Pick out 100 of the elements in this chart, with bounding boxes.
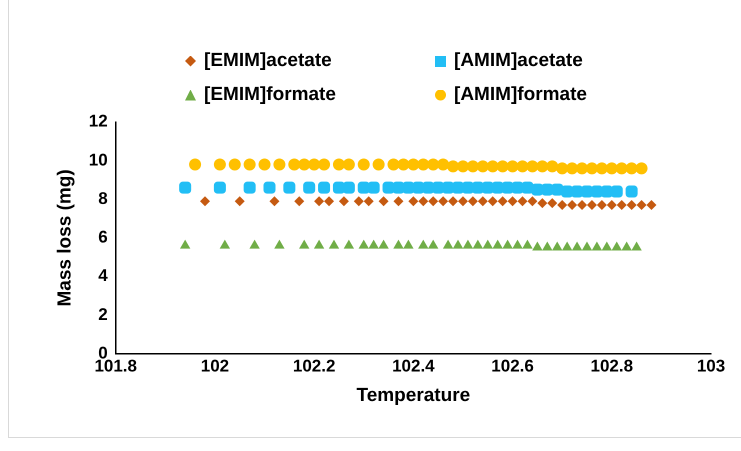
point bbox=[526, 160, 538, 172]
point bbox=[180, 240, 190, 249]
point bbox=[557, 200, 568, 210]
point bbox=[616, 162, 628, 174]
point bbox=[566, 162, 578, 174]
point bbox=[576, 162, 588, 174]
point bbox=[621, 242, 632, 251]
point bbox=[492, 240, 503, 249]
point bbox=[314, 240, 324, 249]
point bbox=[408, 196, 418, 206]
point bbox=[234, 196, 245, 206]
point bbox=[517, 196, 528, 206]
x-tick-label: 102.8 bbox=[590, 356, 634, 376]
point bbox=[318, 182, 330, 194]
point bbox=[458, 196, 468, 206]
y-tick-label: 4 bbox=[98, 266, 108, 286]
point bbox=[577, 200, 588, 210]
point bbox=[332, 158, 345, 170]
point bbox=[610, 186, 623, 198]
point bbox=[612, 242, 622, 251]
point bbox=[428, 240, 438, 249]
point bbox=[393, 240, 404, 249]
point bbox=[378, 196, 389, 206]
point bbox=[572, 242, 582, 251]
point bbox=[299, 240, 310, 249]
point bbox=[586, 200, 597, 210]
point bbox=[552, 242, 562, 251]
point bbox=[427, 158, 440, 170]
point bbox=[407, 158, 420, 170]
point bbox=[547, 198, 558, 208]
point bbox=[418, 240, 428, 249]
x-tick-label: 102.2 bbox=[292, 356, 336, 376]
point bbox=[368, 182, 380, 194]
point bbox=[442, 240, 454, 249]
point bbox=[393, 196, 404, 206]
point bbox=[636, 162, 648, 174]
point bbox=[626, 200, 637, 210]
point bbox=[244, 182, 256, 194]
point bbox=[532, 242, 543, 251]
x-tick-label: 102 bbox=[200, 356, 230, 376]
point bbox=[358, 158, 370, 170]
point bbox=[358, 240, 369, 249]
legend-label: [AMIM]acetate bbox=[454, 50, 583, 72]
point bbox=[364, 196, 374, 206]
point bbox=[403, 240, 414, 249]
legend-label: [AMIM]formate bbox=[454, 84, 587, 106]
point bbox=[244, 158, 256, 170]
point bbox=[214, 158, 226, 170]
point bbox=[249, 240, 260, 249]
point bbox=[456, 160, 469, 172]
point bbox=[258, 158, 271, 170]
point bbox=[428, 196, 438, 206]
point bbox=[606, 162, 618, 174]
point bbox=[418, 196, 428, 206]
point bbox=[542, 242, 552, 251]
point bbox=[478, 196, 488, 206]
point bbox=[537, 198, 548, 208]
point bbox=[338, 196, 349, 206]
point bbox=[546, 160, 558, 172]
point bbox=[486, 160, 499, 172]
point bbox=[452, 240, 464, 249]
point bbox=[488, 196, 498, 206]
point bbox=[368, 240, 379, 249]
point bbox=[472, 240, 484, 249]
point bbox=[179, 182, 192, 194]
point bbox=[324, 196, 334, 206]
point bbox=[482, 240, 493, 249]
point bbox=[536, 160, 548, 172]
point bbox=[397, 158, 410, 170]
point bbox=[516, 160, 528, 172]
point bbox=[200, 196, 210, 206]
point bbox=[596, 200, 607, 210]
point bbox=[556, 162, 568, 174]
point bbox=[342, 158, 355, 170]
point bbox=[502, 240, 513, 249]
point bbox=[631, 242, 642, 251]
point bbox=[214, 182, 226, 194]
point bbox=[372, 158, 385, 170]
point bbox=[354, 196, 364, 206]
point bbox=[602, 242, 612, 251]
point bbox=[220, 240, 230, 249]
point bbox=[378, 240, 389, 249]
point bbox=[527, 196, 538, 206]
point bbox=[562, 242, 572, 251]
point bbox=[626, 162, 638, 174]
point bbox=[462, 240, 474, 249]
point bbox=[466, 160, 479, 172]
point bbox=[496, 160, 509, 172]
point bbox=[522, 240, 533, 249]
point bbox=[448, 196, 458, 206]
point bbox=[189, 158, 202, 170]
point bbox=[314, 196, 324, 206]
point bbox=[646, 200, 656, 210]
point bbox=[283, 182, 296, 194]
point bbox=[447, 160, 460, 172]
point bbox=[344, 240, 354, 249]
point bbox=[636, 200, 647, 210]
legend-label: [EMIM]formate bbox=[204, 84, 336, 106]
y-tick-label: 10 bbox=[88, 150, 108, 170]
point bbox=[308, 158, 320, 170]
